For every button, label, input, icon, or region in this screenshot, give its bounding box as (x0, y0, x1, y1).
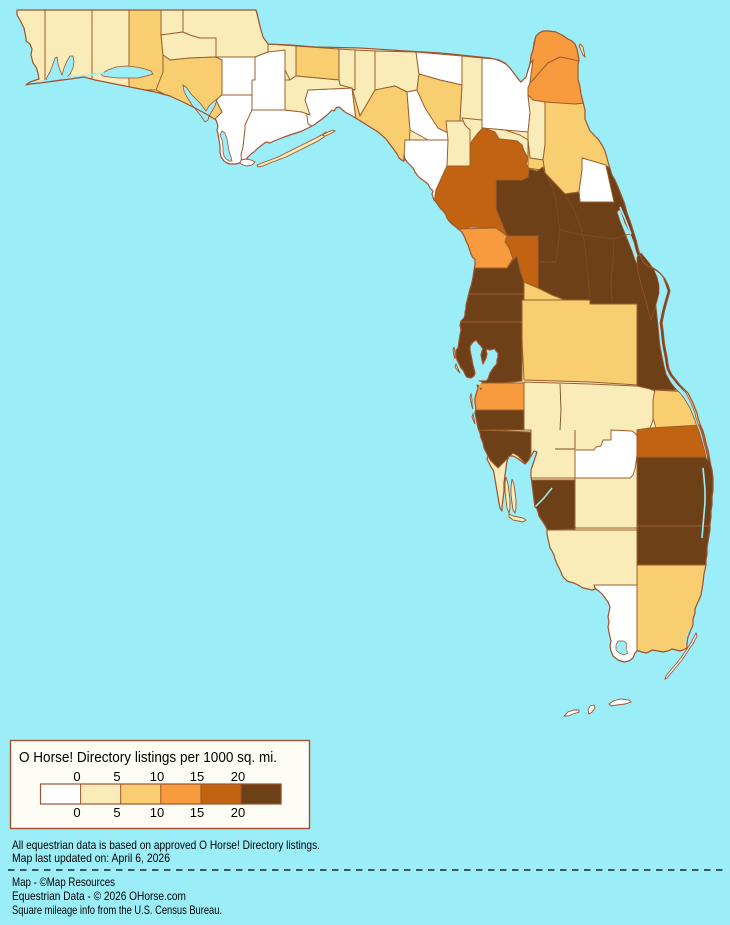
svg-text:0: 0 (73, 805, 80, 820)
svg-text:15: 15 (190, 769, 204, 784)
svg-text:All equestrian data is based o: All equestrian data is based on approved… (12, 838, 320, 852)
svg-text:20: 20 (231, 769, 245, 784)
svg-text:20: 20 (231, 805, 245, 820)
svg-text:5: 5 (113, 769, 120, 784)
svg-text:Map - ©Map Resources: Map - ©Map Resources (12, 875, 115, 889)
svg-text:O Horse! Directory listings pe: O Horse! Directory listings per 1000 sq.… (19, 750, 277, 766)
svg-text:10: 10 (150, 769, 164, 784)
svg-text:15: 15 (190, 805, 204, 820)
svg-text:0: 0 (73, 769, 80, 784)
svg-text:10: 10 (150, 805, 164, 820)
svg-text:Square mileage info from the U: Square mileage info from the U.S. Census… (12, 903, 222, 917)
svg-text:Equestrian Data - © 2026 OHors: Equestrian Data - © 2026 OHorse.com (12, 889, 186, 903)
svg-text:Map last updated on: April 6,: Map last updated on: April 6, 2026 (12, 851, 170, 865)
svg-text:5: 5 (113, 805, 120, 820)
